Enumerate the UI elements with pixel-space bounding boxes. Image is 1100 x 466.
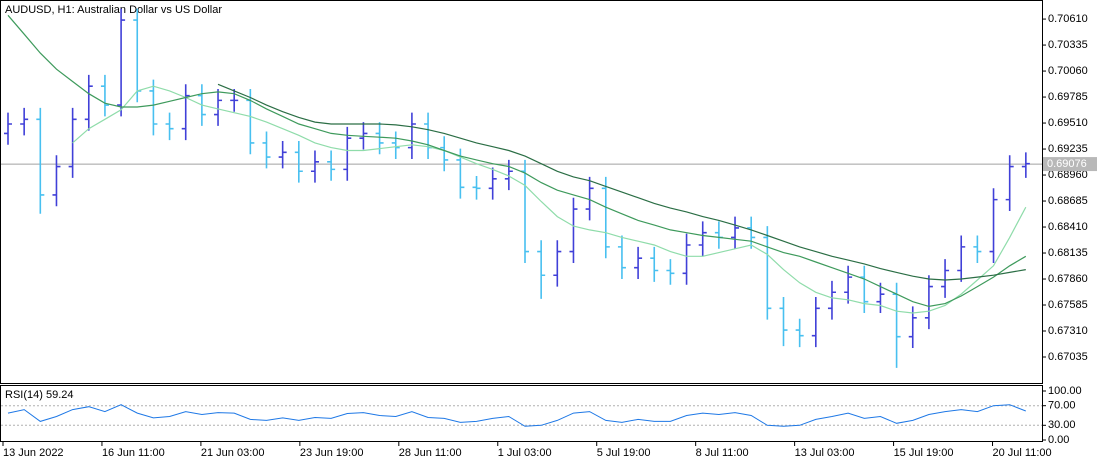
ohlc-bar <box>36 107 45 214</box>
ohlc-bar <box>569 197 578 263</box>
ohlc-bar <box>310 150 319 183</box>
rsi-frame <box>0 385 1043 442</box>
moving-average <box>217 83 1026 281</box>
ohlc-bar <box>763 226 772 320</box>
rsi-tick-label: 70.00 <box>1048 400 1076 412</box>
y-tick-label: 0.68410 <box>1048 221 1088 233</box>
ohlc-bar <box>84 74 93 131</box>
main-frame <box>0 0 1043 384</box>
ohlc-bar <box>634 246 643 280</box>
ohlc-bar <box>214 89 223 126</box>
y-tick-label: 0.69510 <box>1048 117 1088 129</box>
x-tick-label: 20 Jul 11:00 <box>993 447 1052 459</box>
y-tick-label: 0.67860 <box>1048 273 1088 285</box>
ohlc-bar <box>666 259 675 285</box>
ohlc-bar <box>278 141 287 169</box>
rsi-tick-label: 30.00 <box>1048 419 1076 431</box>
rsi-label: RSI(14) 59.24 <box>5 389 73 401</box>
x-tick-label: 13 Jul 03:00 <box>795 447 855 459</box>
y-tick-label: 0.69235 <box>1048 143 1088 155</box>
ohlc-bar <box>811 296 820 348</box>
y-tick-label: 0.68960 <box>1048 169 1088 181</box>
y-tick-label: 0.70335 <box>1048 39 1088 51</box>
x-tick-label: 5 Jul 19:00 <box>597 447 651 459</box>
x-tick-label: 21 Jun 03:00 <box>201 447 265 459</box>
x-tick-label: 8 Jul 11:00 <box>696 447 749 459</box>
rsi-tick-label: 100.00 <box>1048 385 1082 397</box>
ohlc-bar <box>181 84 190 141</box>
ohlc-bar <box>827 280 836 320</box>
ohlc-bar <box>650 246 659 282</box>
x-tick-label: 23 Jun 19:00 <box>300 447 364 459</box>
ohlc-bar <box>440 136 449 172</box>
y-tick-label: 0.67585 <box>1048 299 1088 311</box>
y-tick-label: 0.68135 <box>1048 247 1088 259</box>
ohlc-bar <box>795 318 804 348</box>
ohlc-bar <box>149 79 158 136</box>
ohlc-bar <box>924 275 933 330</box>
ohlc-bar <box>165 112 174 141</box>
ohlc-bar <box>230 89 239 112</box>
ohlc-bar <box>488 167 497 200</box>
y-tick-label: 0.70060 <box>1048 65 1088 77</box>
ohlc-bar <box>844 265 853 304</box>
y-tick-label: 0.67310 <box>1048 325 1088 337</box>
chart-title: AUDUSD, H1: Australian Dollar vs US Doll… <box>5 4 222 16</box>
ohlc-bar <box>262 131 271 169</box>
ohlc-bar <box>747 216 756 249</box>
ohlc-bar <box>1021 152 1030 178</box>
y-tick-label: 0.69785 <box>1048 91 1088 103</box>
x-tick-label: 28 Jun 11:00 <box>399 447 462 459</box>
ohlc-bar <box>585 176 594 221</box>
ohlc-bar <box>601 176 610 259</box>
ohlc-bar <box>294 141 303 183</box>
x-tick-label: 15 Jul 19:00 <box>894 447 954 459</box>
x-tick-label: 1 Jul 03:00 <box>498 447 552 459</box>
ohlc-bar <box>941 259 950 298</box>
ohlc-bar <box>682 233 691 285</box>
rsi-line <box>7 404 1026 427</box>
y-tick-label: 0.67035 <box>1048 351 1088 363</box>
ohlc-bar <box>391 131 400 159</box>
ohlc-bar <box>714 221 723 249</box>
rsi-tick-label: 0.00 <box>1048 434 1069 446</box>
ohlc-bar <box>876 282 885 314</box>
x-tick-label: 13 Jun 2022 <box>3 447 64 459</box>
ohlc-bar <box>989 188 998 263</box>
moving-average <box>72 85 1027 314</box>
y-tick-label: 0.68685 <box>1048 195 1088 207</box>
moving-average <box>7 14 1027 308</box>
ohlc-bar <box>860 265 869 314</box>
ohlc-bar <box>537 240 546 299</box>
ohlc-bar <box>731 216 740 249</box>
ohlc-bar <box>327 150 336 181</box>
ohlc-bar <box>973 235 982 263</box>
ohlc-bar <box>20 107 29 136</box>
ohlc-bar <box>407 112 416 159</box>
ohlc-bar <box>553 240 562 287</box>
ohlc-bar <box>52 155 61 207</box>
ohlc-bar <box>779 296 788 347</box>
ohlc-bar <box>957 235 966 282</box>
y-tick-label: 0.70610 <box>1048 13 1088 25</box>
ohlc-bar <box>133 8 142 103</box>
ohlc-bar <box>1005 155 1014 211</box>
ohlc-bar <box>472 175 481 200</box>
ohlc-bar <box>100 74 109 117</box>
ohlc-bar <box>424 112 433 159</box>
last-price-box <box>1043 157 1097 172</box>
ohlc-bar <box>698 221 707 257</box>
ohlc-bar <box>4 112 12 145</box>
ohlc-bar <box>617 235 626 280</box>
last-price-label: 0.69076 <box>1047 158 1087 170</box>
ohlc-bar <box>504 159 513 191</box>
ohlc-bar <box>117 8 126 117</box>
x-tick-label: 16 Jun 11:00 <box>102 447 165 459</box>
